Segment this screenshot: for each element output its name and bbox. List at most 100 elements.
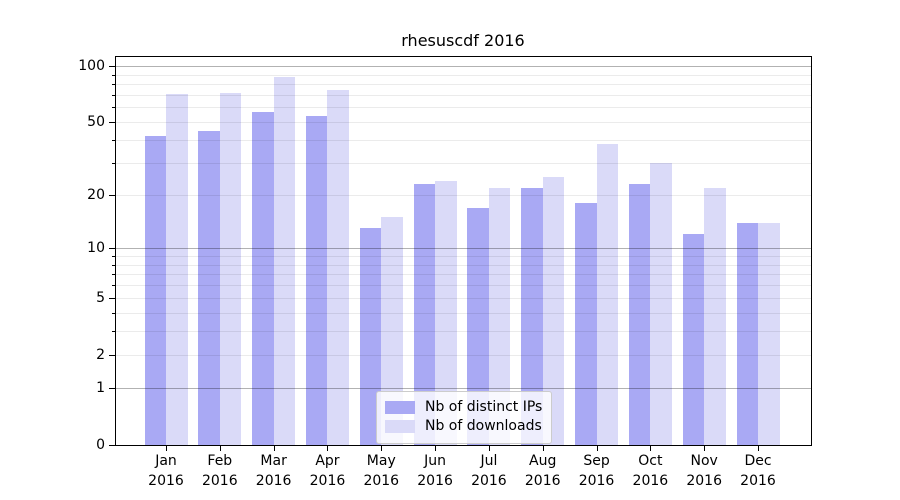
bar-nb-of-downloads-dec: [758, 222, 780, 445]
bar-nb-of-downloads-apr: [327, 90, 349, 445]
bar-nb-of-downloads-oct: [650, 162, 672, 445]
y-minor-tick: [112, 285, 115, 287]
y-tick: [109, 297, 115, 299]
x-tick-label: Oct 2016: [632, 453, 669, 489]
x-tick: [327, 445, 329, 451]
y-tick-label: 50: [87, 114, 105, 131]
bar-nb-of-distinct-ips-feb: [198, 130, 220, 445]
gridline-minor: [115, 140, 811, 142]
x-tick-label: Jul 2016: [471, 453, 507, 489]
gridline-minor: [115, 84, 811, 86]
x-tick-label: Dec 2016: [740, 453, 776, 489]
legend-item-distinct-ips: Nb of distinct IPs: [385, 399, 542, 416]
y-tick-label: 100: [78, 58, 105, 74]
bar-nb-of-downloads-jan: [166, 93, 188, 445]
gridline-minor: [115, 162, 811, 164]
gridline-minor: [115, 107, 811, 109]
gridline-minor: [115, 285, 811, 287]
x-tick: [273, 445, 275, 451]
x-tick: [435, 445, 437, 451]
bar-nb-of-downloads-feb: [219, 92, 242, 445]
x-tick: [758, 445, 759, 451]
y-minor-tick: [112, 162, 115, 164]
bar-nb-of-distinct-ips-dec: [736, 222, 758, 445]
y-tick-label: 2: [96, 346, 105, 363]
gridline-minor: [115, 264, 811, 266]
y-minor-tick: [112, 84, 115, 86]
bar-nb-of-downloads-sep: [596, 144, 619, 445]
gridline-minor: [115, 297, 811, 299]
bar-nb-of-distinct-ips-nov: [682, 234, 705, 445]
bar-nb-of-distinct-ips-jan: [144, 136, 166, 445]
legend-swatch-downloads: [385, 420, 415, 433]
legend-item-downloads: Nb of downloads: [385, 418, 542, 435]
legend-label-downloads: Nb of downloads: [425, 418, 542, 434]
y-tick-label: 10: [87, 240, 105, 257]
x-tick: [650, 445, 652, 451]
x-tick-label: Jun 2016: [417, 453, 453, 489]
y-minor-tick: [112, 107, 115, 109]
bar-nb-of-downloads-jul: [488, 187, 511, 445]
y-minor-tick: [112, 312, 115, 314]
x-tick: [488, 445, 490, 451]
y-minor-tick: [112, 255, 115, 257]
legend-swatch-distinct-ips: [385, 401, 415, 414]
y-tick: [109, 354, 115, 356]
bar-nb-of-downloads-mar: [273, 77, 296, 445]
y-minor-tick: [112, 74, 115, 76]
y-tick: [109, 194, 115, 196]
gridline-major: [115, 388, 811, 390]
gridline-minor: [115, 331, 811, 333]
x-tick-label: Nov 2016: [686, 453, 722, 489]
x-tick-label: Apr 2016: [309, 453, 346, 489]
y-tick: [109, 122, 115, 124]
y-tick: [109, 445, 115, 446]
x-tick-label: May 2016: [363, 453, 400, 489]
x-tick: [166, 445, 167, 451]
bar-nb-of-downloads-nov: [704, 187, 726, 445]
y-tick-label: 20: [87, 186, 105, 203]
x-tick: [542, 445, 544, 451]
bar-nb-of-distinct-ips-mar: [252, 111, 274, 445]
bar-nb-of-distinct-ips-jun: [413, 184, 436, 445]
gridline-minor: [115, 354, 811, 356]
gridline-minor: [115, 312, 811, 314]
y-tick-label: 0: [96, 437, 105, 453]
bar-nb-of-distinct-ips-oct: [628, 184, 651, 445]
bar-nb-of-downloads-aug: [542, 177, 565, 445]
y-tick: [109, 66, 115, 67]
x-tick: [381, 445, 383, 451]
y-minor-tick: [112, 264, 115, 266]
x-tick-label: Jan 2016: [148, 453, 184, 489]
x-tick-label: Feb 2016: [201, 453, 238, 489]
gridline-major: [115, 66, 811, 67]
bar-nb-of-distinct-ips-may: [359, 228, 382, 445]
x-tick-label: Sep 2016: [578, 453, 615, 489]
bar-nb-of-distinct-ips-apr: [305, 115, 328, 445]
gridline-major: [115, 248, 811, 250]
bar-nb-of-downloads-jun: [435, 180, 457, 445]
y-minor-tick: [112, 331, 115, 333]
bar-nb-of-distinct-ips-aug: [521, 187, 543, 445]
x-tick: [219, 445, 221, 451]
x-tick: [704, 445, 706, 451]
gridline-minor: [115, 122, 811, 124]
gridline-minor: [115, 94, 811, 96]
gridline-minor: [115, 255, 811, 257]
y-minor-tick: [112, 274, 115, 276]
y-minor-tick: [112, 140, 115, 142]
x-tick-label: Mar 2016: [255, 453, 292, 489]
y-tick: [109, 388, 115, 390]
y-tick-label: 1: [96, 380, 105, 397]
legend-label-distinct-ips: Nb of distinct IPs: [425, 399, 543, 415]
gridline-minor: [115, 74, 811, 76]
bar-nb-of-distinct-ips-sep: [575, 203, 597, 445]
y-tick: [109, 248, 115, 250]
bar-nb-of-distinct-ips-jul: [467, 207, 489, 445]
bar-nb-of-downloads-may: [381, 217, 403, 445]
x-tick: [596, 445, 598, 451]
